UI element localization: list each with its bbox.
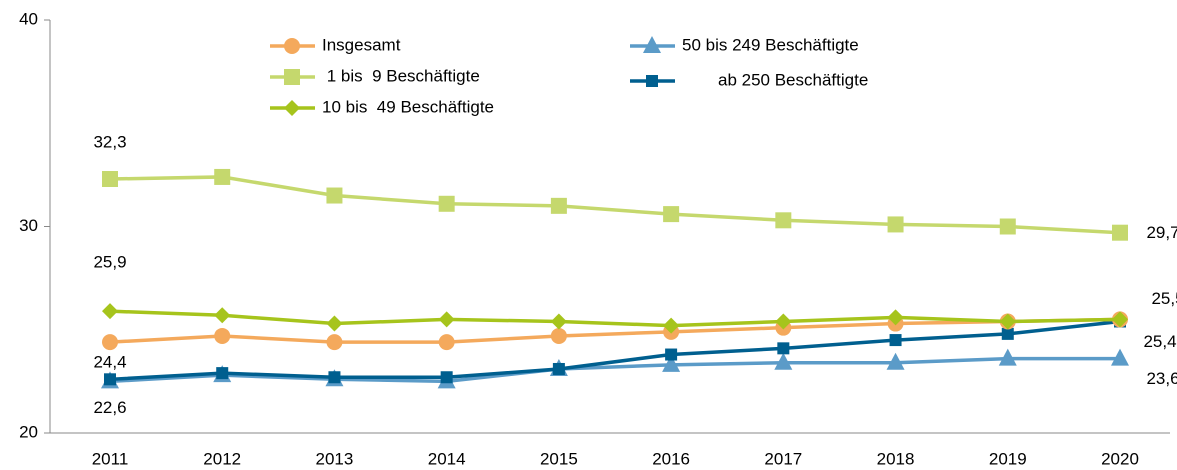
legend-label: 10 bis 49 Beschäftigte	[322, 97, 494, 116]
data-label: 23,6	[1146, 369, 1177, 388]
legend-marker	[284, 69, 300, 85]
x-tick-label: 2018	[877, 449, 915, 468]
marker	[887, 309, 904, 326]
line	[109, 356, 1120, 384]
marker	[438, 311, 455, 328]
marker	[552, 362, 565, 375]
legend-marker	[284, 38, 300, 54]
marker	[889, 334, 902, 347]
marker	[775, 212, 792, 229]
marker	[998, 348, 1017, 366]
marker	[665, 348, 678, 361]
marker	[663, 206, 680, 223]
x-tick-label: 2019	[989, 449, 1027, 468]
marker	[662, 354, 681, 372]
marker	[774, 352, 793, 370]
y-tick-label: 40	[19, 9, 38, 28]
marker	[887, 216, 904, 233]
marker	[1112, 224, 1128, 241]
data-label: 24,4	[93, 353, 126, 372]
legend-label: 1 bis 9 Beschäftigte	[322, 66, 480, 85]
marker	[1111, 348, 1129, 366]
marker	[438, 334, 455, 351]
marker	[102, 171, 118, 188]
x-tick-label: 2014	[428, 449, 466, 468]
data-label: 25,4	[1143, 332, 1176, 351]
marker	[1001, 327, 1014, 340]
marker	[216, 367, 229, 380]
line	[109, 317, 1121, 344]
data-label: 32,3	[93, 132, 126, 151]
legend-marker	[646, 75, 658, 87]
marker	[214, 307, 231, 324]
line	[109, 309, 1121, 328]
data-label: 25,5	[1151, 289, 1177, 308]
x-tick-label: 2020	[1101, 449, 1139, 468]
y-tick-label: 20	[19, 422, 38, 441]
marker	[1112, 311, 1128, 328]
marker	[550, 197, 567, 214]
y-tick-label: 30	[19, 216, 38, 235]
legend-label: 50 bis 249 Beschäftigte	[682, 35, 859, 54]
marker	[775, 313, 792, 330]
marker	[326, 187, 343, 204]
marker	[104, 373, 116, 386]
marker	[886, 352, 905, 370]
marker	[102, 303, 118, 320]
legend-label: ab 250 Beschäftigte	[718, 70, 868, 89]
x-tick-label: 2016	[652, 449, 690, 468]
marker	[777, 342, 790, 355]
data-label: 29,7	[1146, 223, 1177, 242]
marker	[999, 218, 1016, 235]
marker	[214, 327, 231, 344]
legend-marker	[643, 36, 661, 53]
x-tick-label: 2013	[316, 449, 354, 468]
line	[109, 175, 1121, 235]
marker	[550, 327, 567, 344]
marker	[326, 315, 343, 332]
legend-label: Insgesamt	[322, 35, 401, 54]
marker	[214, 168, 231, 185]
marker	[440, 371, 453, 384]
marker	[328, 371, 341, 384]
legend-marker	[284, 100, 300, 116]
marker	[550, 313, 567, 330]
x-tick-label: 2012	[203, 449, 241, 468]
marker	[999, 313, 1016, 330]
marker	[102, 334, 118, 351]
data-label: 25,9	[93, 253, 126, 272]
x-tick-label: 2017	[764, 449, 802, 468]
marker	[663, 317, 680, 334]
line	[109, 319, 1121, 382]
marker	[438, 195, 455, 212]
marker	[326, 334, 343, 351]
data-label: 22,6	[93, 398, 126, 417]
x-tick-label: 2011	[92, 449, 129, 468]
x-tick-label: 2015	[540, 449, 578, 468]
